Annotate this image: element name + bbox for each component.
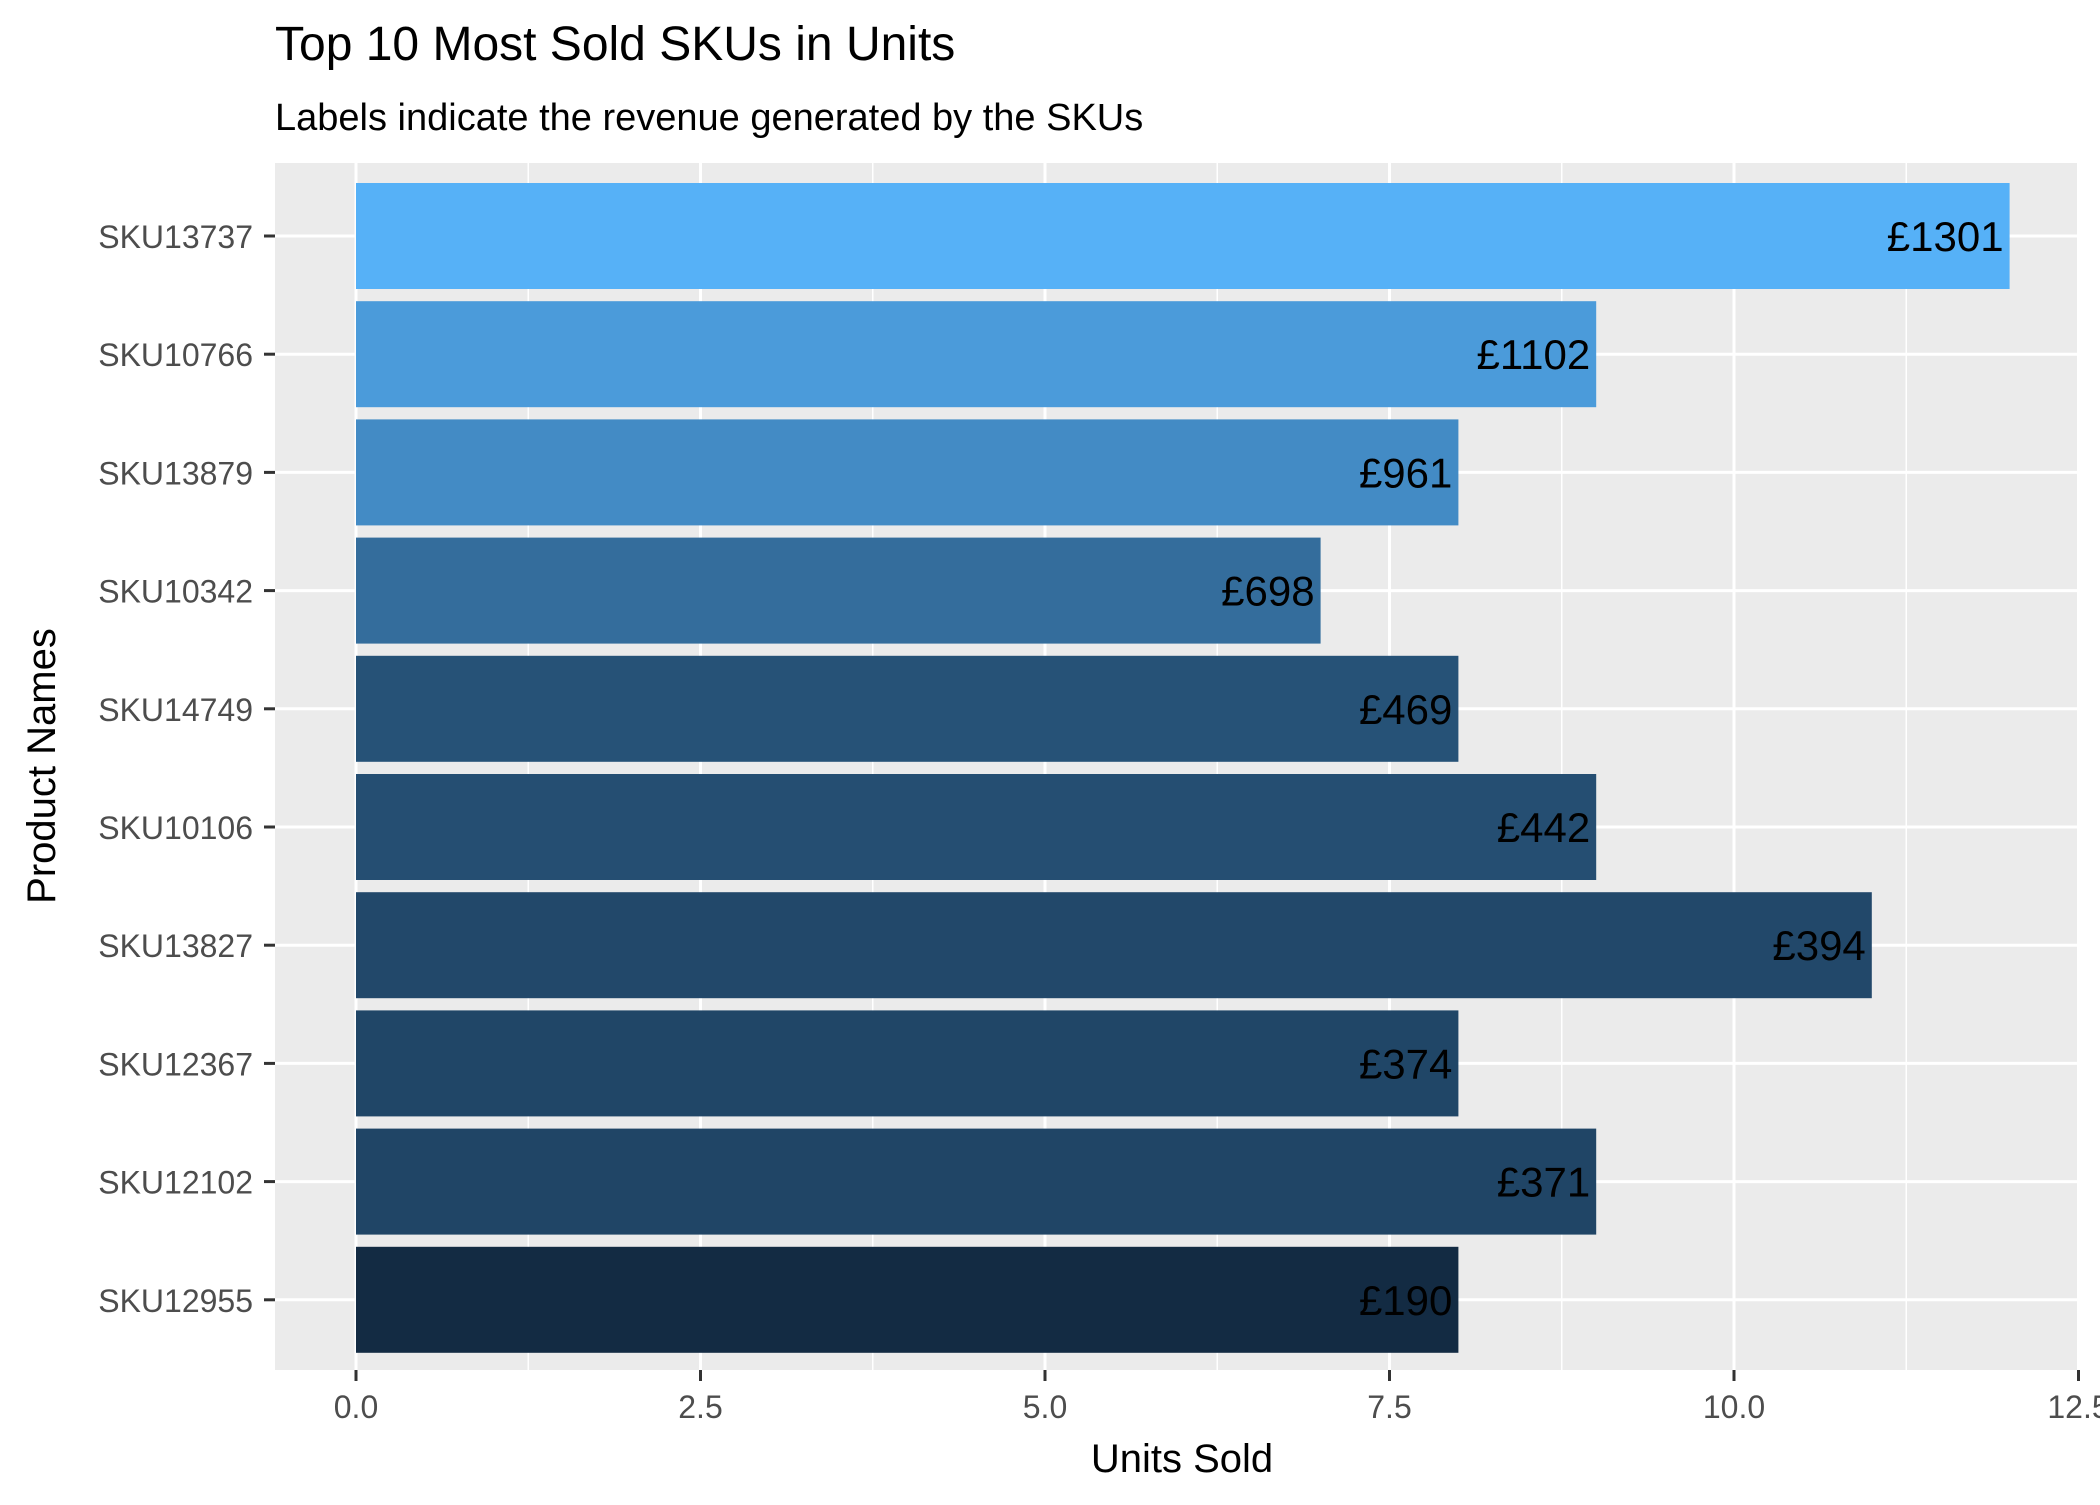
bar-value-labels: £1301 £1102 £961 £698 £469 £442 £394 £374 £371 £1… (1221, 213, 2003, 1324)
x-axis-title: Units Sold (1091, 1437, 1273, 1481)
y-tick-label: SKU12367 (98, 1046, 253, 1082)
bar (356, 419, 1459, 526)
bar-value-label: £469 (1359, 686, 1452, 733)
bar-value-label: £374 (1359, 1040, 1452, 1087)
y-tick-label: SKU13879 (98, 455, 253, 491)
bar-value-label: £961 (1359, 449, 1452, 496)
chart-title: Top 10 Most Sold SKUs in Units (275, 18, 955, 71)
bar-value-label: £1102 (1477, 331, 1591, 378)
bar (356, 892, 1872, 999)
y-tick-label: SKU10106 (98, 810, 253, 846)
chart-subtitle: Labels indicate the revenue generated by… (275, 97, 1143, 139)
bar-value-label: £190 (1359, 1277, 1452, 1324)
y-tick-label: SKU10766 (98, 337, 253, 373)
x-tick-label: 7.5 (1367, 1389, 1411, 1425)
y-tick-label: SKU13737 (98, 219, 253, 255)
bar-value-label: £394 (1772, 922, 1865, 969)
bar-value-label: £442 (1497, 804, 1590, 851)
y-tick-label: SKU12955 (98, 1283, 253, 1319)
bar (356, 1010, 1459, 1117)
bar (356, 1128, 1597, 1235)
bar (356, 183, 2010, 289)
x-axis: 0.0 2.5 5.0 7.5 10.0 12.5 (334, 1370, 2100, 1425)
x-tick-label: 0.0 (334, 1389, 378, 1425)
bar-value-label: £371 (1497, 1159, 1590, 1206)
bar (356, 537, 1321, 644)
y-tick-label: SKU10342 (98, 574, 253, 610)
x-tick-label: 10.0 (1703, 1389, 1765, 1425)
bar-value-label: £698 (1221, 568, 1314, 615)
x-tick-label: 5.0 (1023, 1389, 1067, 1425)
y-axis-title: Product Names (20, 628, 64, 904)
y-tick-label: SKU13827 (98, 928, 253, 964)
bar (356, 1246, 1459, 1353)
y-tick-label: SKU12102 (98, 1165, 253, 1201)
y-tick-label: SKU14749 (98, 692, 253, 728)
bar-value-label: £1301 (1887, 213, 2004, 260)
y-axis: SKU13737 SKU10766 SKU13879 SKU10342 SKU14749… (98, 219, 275, 1319)
bars-group (356, 183, 2010, 1353)
bar (356, 301, 1597, 408)
x-tick-label: 12.5 (2047, 1389, 2100, 1425)
bar (356, 655, 1459, 762)
bar (356, 774, 1597, 880)
x-tick-label: 2.5 (678, 1389, 722, 1425)
